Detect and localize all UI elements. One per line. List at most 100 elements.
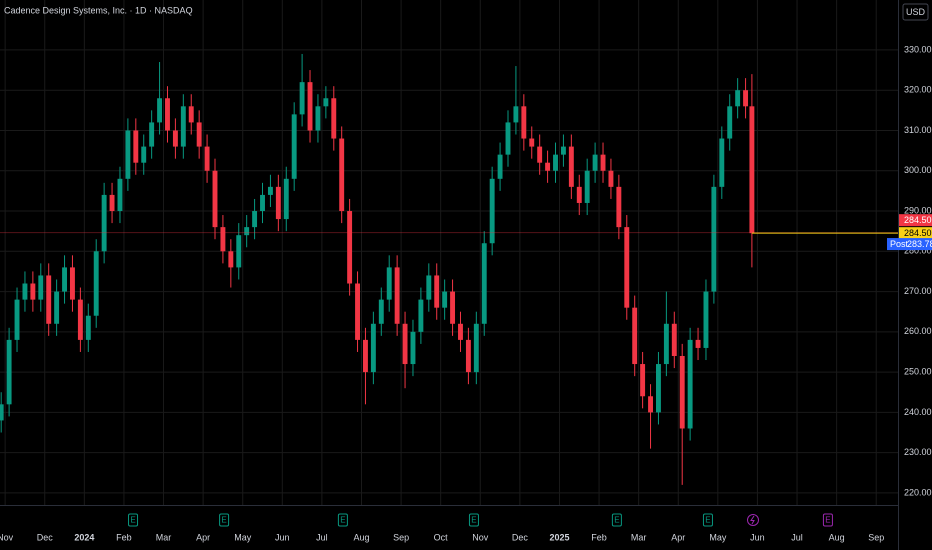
candle-body [355,283,360,340]
candle-body [30,283,36,300]
post-price-name: Post [890,239,909,249]
earnings-marker[interactable] [468,513,479,527]
plot [0,53,898,485]
earnings-label: E [340,516,345,525]
candle-body [14,299,20,340]
earnings-marker[interactable] [611,513,622,527]
candle-body [363,339,368,373]
candle-body [663,323,669,365]
close-price-label: 284.50 [904,215,932,225]
candle-body [157,98,163,123]
candle-body [671,323,677,356]
candle-body [600,154,606,171]
candle-body [632,307,638,365]
post-price-tag [887,238,932,251]
dividend-icon[interactable] [747,514,759,526]
earnings-marker[interactable] [128,513,139,527]
candle-body [70,267,75,300]
x-tick-label: Dec [37,532,54,542]
y-tick-label: 260.00 [904,326,932,336]
currency-button[interactable] [902,3,929,21]
x-tick-label: Feb [116,532,132,542]
candle-body [616,186,622,228]
candle-body [608,170,614,187]
candle-body [370,323,376,373]
candle-body [727,106,733,139]
earnings-label: E [130,516,135,525]
x-tick-label: Sep [868,532,884,542]
candle-body [85,315,91,340]
x-tick-label: Feb [591,532,607,542]
candle-body [458,323,463,340]
candle-body [244,227,250,236]
candle-body [260,194,265,212]
candle-body [640,364,646,397]
candle-body [0,404,4,421]
earnings-marker[interactable] [219,513,230,527]
earnings-marker[interactable] [822,513,833,527]
candle-body [62,267,67,292]
candle-body [315,106,321,131]
candle-body [749,106,755,234]
candle-body [141,146,147,163]
candle-body [624,227,630,308]
candle-body [711,186,717,292]
x-tick-label: Aug [353,532,369,542]
candle-body [537,146,543,163]
candle-body [648,396,653,413]
x-tick-label: Jul [316,532,328,542]
candle-body [204,146,210,171]
earnings-marker[interactable] [702,513,713,527]
currency-label: USD [906,7,926,17]
x-tick-label: Sep [393,532,409,542]
y-tick-label: 320.00 [904,85,932,95]
candle-body [220,227,226,252]
candle-body [695,339,701,348]
earnings-label: E [825,516,830,525]
x-tick-label: Mar [631,532,647,542]
candle-body [545,162,551,171]
earnings-marker[interactable] [337,513,348,527]
candle-body [307,82,313,131]
candle-body [679,355,685,429]
y-tick-label: 290.00 [904,205,932,215]
earnings-label: E [705,516,710,525]
candle-body [434,275,440,308]
earnings-label: E [471,516,476,525]
candle-body [196,122,202,147]
candle-body [394,267,400,324]
last-price-tag [899,227,932,240]
candle-body [378,299,384,324]
candle-body [77,299,83,340]
x-tick-label: 2025 [549,532,569,542]
candle-body [188,106,194,123]
candle-body [323,98,329,107]
candle-body [735,90,741,107]
dividend-icon-bolt [750,515,755,525]
y-tick-label: 280.00 [904,246,932,256]
candle-body [22,283,28,300]
close-price-tag [899,214,932,227]
candle-body [568,146,574,187]
earnings-label: E [614,516,619,525]
candle-body [165,98,170,131]
grid [0,0,898,505]
candle-body [125,130,131,179]
candle-body [426,275,432,300]
candle-body [719,138,725,187]
chart-title: Cadence Design Systems, Inc. · 1D · NASD… [4,5,193,15]
candle-body [133,130,139,163]
x-tick-label: Mar [156,532,172,542]
candle-body [576,186,582,203]
candle-body [386,267,392,300]
candle-body [38,275,44,300]
y-tick-label: 300.00 [904,165,932,175]
y-tick-label: 270.00 [904,286,932,296]
candle-body [473,323,479,373]
candle-body [529,138,535,147]
candle-body [54,291,60,324]
y-tick-label: 330.00 [904,44,932,54]
